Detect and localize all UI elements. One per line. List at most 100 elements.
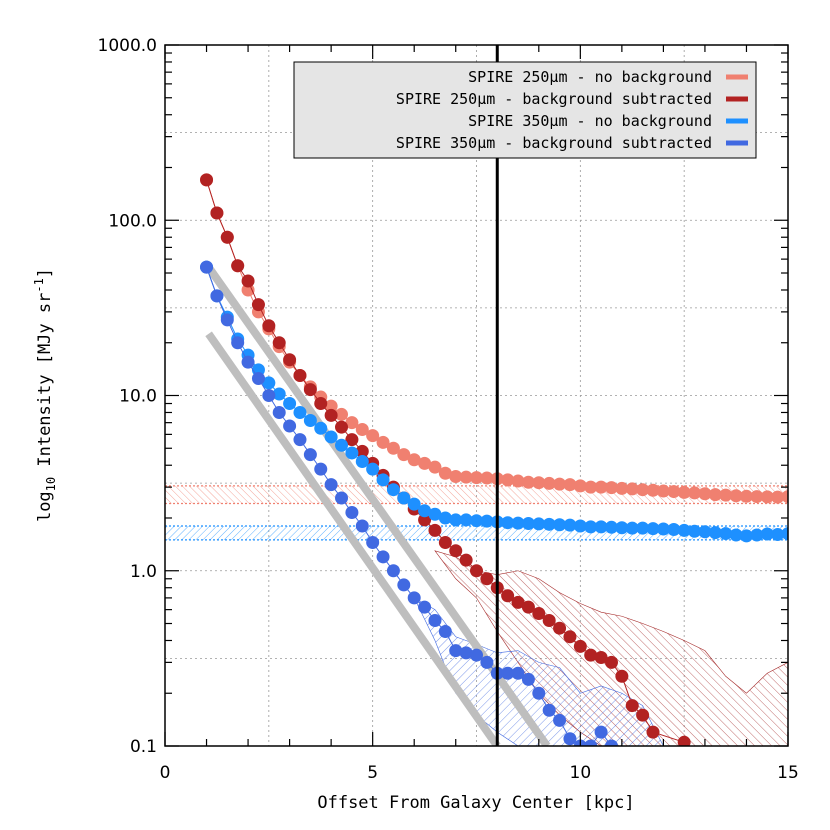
y-tick-label: 10.0	[119, 387, 157, 407]
data-point	[470, 648, 483, 662]
data-point	[542, 476, 556, 490]
data-point	[615, 669, 629, 683]
legend: SPIRE 250μm - no background SPIRE 250μm -…	[293, 61, 757, 159]
data-point	[231, 259, 245, 273]
data-point	[355, 455, 369, 469]
data-point	[719, 527, 733, 541]
data-point	[262, 376, 276, 390]
data-point	[594, 725, 608, 739]
legend-label: SPIRE 350μm - background subtracted	[396, 134, 712, 152]
data-point	[625, 699, 639, 713]
data-point	[470, 564, 483, 578]
data-point	[324, 430, 338, 444]
data-point	[397, 578, 411, 592]
data-point	[781, 527, 788, 541]
legend-label: SPIRE 250μm - no background	[468, 68, 712, 86]
data-point	[604, 655, 618, 669]
data-point	[563, 630, 577, 644]
x-axis-title: Offset From Galaxy Center [kpc]	[317, 793, 634, 813]
data-point	[553, 621, 567, 635]
data-point	[449, 469, 463, 483]
data-point	[584, 739, 598, 746]
data-point	[532, 517, 546, 531]
data-point	[521, 517, 535, 531]
data-point	[688, 486, 702, 500]
data-point	[521, 672, 535, 686]
data-point	[241, 274, 255, 288]
data-point	[532, 686, 546, 700]
data-point	[781, 490, 788, 504]
data-point	[708, 488, 722, 502]
data-point	[739, 529, 753, 543]
data-point	[688, 524, 702, 538]
data-point	[739, 489, 753, 503]
data-point	[231, 336, 245, 350]
x-tick-label: 0	[160, 763, 171, 783]
axis-ticks	[164, 44, 789, 747]
data-point	[272, 336, 286, 350]
data-point	[438, 625, 452, 639]
data-point	[573, 519, 587, 533]
data-point	[563, 518, 577, 532]
y-tick-label: 100.0	[108, 211, 157, 231]
data-point	[760, 527, 774, 541]
data-point	[521, 600, 535, 614]
data-point	[511, 595, 525, 609]
data-point	[698, 525, 712, 539]
data-point	[397, 491, 411, 505]
data-point	[438, 511, 452, 525]
data-point	[386, 441, 400, 455]
y-axis-title: log10 Intensity [MJy sr-1]	[32, 268, 58, 522]
data-point	[532, 607, 546, 621]
data-point	[708, 526, 722, 540]
data-point	[241, 283, 255, 297]
data-point	[615, 521, 629, 535]
data-point	[729, 489, 743, 503]
data-point	[407, 497, 421, 511]
legend-label: SPIRE 250μm - background subtracted	[396, 90, 712, 108]
data-point	[480, 655, 494, 669]
data-point	[604, 739, 618, 746]
data-point	[771, 490, 785, 504]
data-point	[511, 516, 525, 530]
data-point	[573, 639, 587, 653]
data-point	[501, 589, 515, 603]
data-point	[656, 522, 670, 536]
data-point	[532, 476, 546, 490]
data-point	[584, 648, 598, 662]
data-point	[646, 522, 660, 536]
data-point	[594, 480, 608, 494]
legend-box	[293, 61, 757, 159]
data-point	[366, 535, 380, 549]
data-point	[563, 478, 577, 492]
data-point	[335, 407, 349, 421]
data-point	[615, 481, 629, 495]
data-point	[386, 564, 400, 578]
data-point	[262, 319, 276, 333]
series-3	[200, 260, 788, 543]
data-point	[220, 313, 234, 327]
data-point	[449, 644, 463, 658]
data-point	[760, 490, 774, 504]
data-point	[511, 666, 525, 680]
data-point	[376, 473, 390, 487]
y-tick-label: 1000.0	[98, 36, 157, 56]
data-point	[584, 480, 598, 494]
data-point	[625, 521, 639, 535]
data-point	[470, 471, 483, 485]
data-point	[646, 725, 660, 739]
data-point	[283, 419, 297, 433]
data-point	[314, 421, 328, 435]
data-point	[293, 405, 307, 419]
data-point	[667, 522, 681, 536]
data-point	[677, 485, 691, 499]
data-point	[573, 479, 587, 493]
data-point	[397, 448, 411, 462]
data-point	[324, 399, 338, 413]
data-point	[438, 535, 452, 549]
data-point	[283, 353, 297, 367]
data-point	[521, 475, 535, 489]
data-point	[428, 523, 442, 537]
data-point	[594, 520, 608, 534]
data-point	[407, 591, 421, 605]
